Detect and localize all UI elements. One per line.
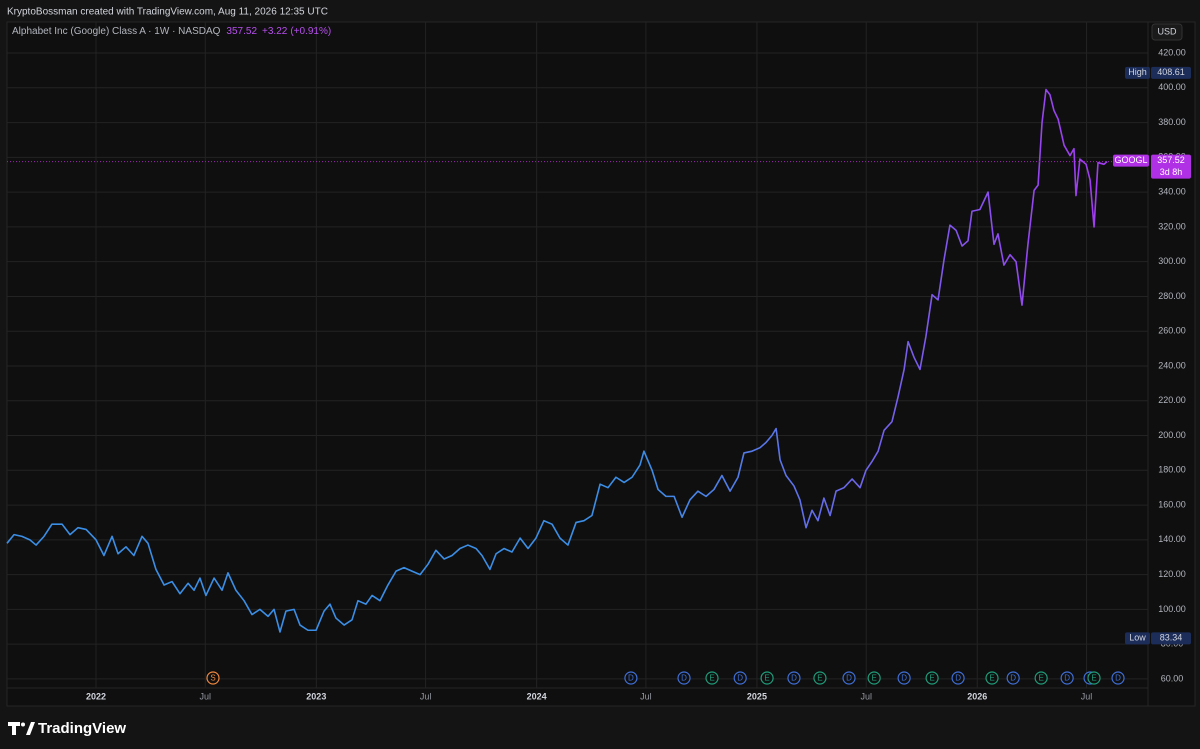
event-label[interactable]: D <box>901 674 907 683</box>
price-box <box>1151 154 1191 179</box>
change-pct: (+0.91%) <box>290 26 331 37</box>
event-marker[interactable] <box>951 671 965 685</box>
y-tick-label: 280.00 <box>1158 291 1186 301</box>
low-tag-box <box>1125 632 1150 645</box>
event-label[interactable]: D <box>1010 674 1016 683</box>
y-tick-label: 240.00 <box>1158 360 1186 370</box>
y-tick-label: 200.00 <box>1158 430 1186 440</box>
event-marker[interactable] <box>705 671 719 685</box>
x-tick-label: Jul <box>1081 691 1093 701</box>
brand-logo <box>8 722 35 735</box>
high-tag-box <box>1125 66 1150 79</box>
event-label[interactable]: D <box>955 674 961 683</box>
change: +3.22 <box>262 26 288 37</box>
y-tick-label: 100.00 <box>1158 604 1186 614</box>
currency-box[interactable] <box>1151 23 1183 41</box>
x-tick-label: Jul <box>640 691 652 701</box>
event-marker[interactable] <box>206 671 220 685</box>
y-tick-label: 320.00 <box>1158 221 1186 231</box>
price-line <box>6 88 1108 633</box>
y-tick-label: 400.00 <box>1158 82 1186 92</box>
event-marker[interactable] <box>1006 671 1020 685</box>
brand: TradingView <box>38 720 126 737</box>
x-tick-label: 2026 <box>967 691 987 701</box>
event-label[interactable]: E <box>1091 674 1096 683</box>
high-tag: High <box>1128 67 1147 77</box>
y-tick-label: 340.00 <box>1158 186 1186 196</box>
plot-area: SDDEDEDEDEDEDEDEDDED <box>6 88 1148 685</box>
event-marker[interactable] <box>925 671 939 685</box>
y-tick-label: 140.00 <box>1158 534 1186 544</box>
y-tick-label: 380.00 <box>1158 117 1186 127</box>
event-marker[interactable] <box>1087 671 1101 685</box>
event-label[interactable]: D <box>681 674 687 683</box>
low-value: 83.34 <box>1160 633 1183 643</box>
last-price: 357.52 <box>226 26 257 37</box>
symbol-title: Alphabet Inc (Google) Class A · 1W · NAS… <box>12 26 331 37</box>
event-marker[interactable] <box>842 671 856 685</box>
x-tick-label: Jul <box>200 691 212 701</box>
event-label[interactable]: D <box>737 674 743 683</box>
event-marker[interactable] <box>760 671 774 685</box>
event-marker[interactable] <box>733 671 747 685</box>
y-tick-label: 180.00 <box>1158 465 1186 475</box>
y-tick-label: 260.00 <box>1158 326 1186 336</box>
low-tag: Low <box>1129 633 1146 643</box>
symbol-box <box>1113 154 1149 167</box>
event-marker[interactable] <box>677 671 691 685</box>
event-marker[interactable] <box>624 671 638 685</box>
y-tick-label: 160.00 <box>1158 499 1186 509</box>
y-tick-label: 220.00 <box>1158 395 1186 405</box>
currency[interactable]: USD <box>1157 26 1177 36</box>
x-tick-label: 2025 <box>747 691 767 701</box>
y-tick-label: 420.00 <box>1158 47 1186 57</box>
event-label[interactable]: E <box>817 674 822 683</box>
low-value-box <box>1151 632 1191 645</box>
event-label[interactable]: S <box>210 674 215 683</box>
event-label[interactable]: D <box>1115 674 1121 683</box>
x-tick-label: 2022 <box>86 691 106 701</box>
event-label[interactable]: E <box>929 674 934 683</box>
high-value-box <box>1151 66 1191 79</box>
event-label[interactable]: E <box>1038 674 1043 683</box>
x-tick-label: Jul <box>860 691 872 701</box>
event-label[interactable]: E <box>989 674 994 683</box>
y-tick-label: 60.00 <box>1161 673 1184 683</box>
event-marker[interactable] <box>867 671 881 685</box>
event-label[interactable]: D <box>1064 674 1070 683</box>
event-label[interactable]: E <box>871 674 876 683</box>
event-label[interactable]: D <box>628 674 634 683</box>
event-marker[interactable] <box>1034 671 1048 685</box>
price-label: 357.52 <box>1157 155 1185 165</box>
event-marker[interactable] <box>985 671 999 685</box>
event-marker[interactable] <box>813 671 827 685</box>
x-tick-label: 2024 <box>527 691 547 701</box>
event-marker[interactable] <box>1111 671 1125 685</box>
x-tick-label: Jul <box>420 691 432 701</box>
event-marker[interactable] <box>897 671 911 685</box>
event-marker[interactable] <box>1060 671 1074 685</box>
y-tick-label: 120.00 <box>1158 569 1186 579</box>
grid <box>7 22 1148 688</box>
event-label[interactable]: E <box>764 674 769 683</box>
event-label[interactable]: D <box>791 674 797 683</box>
event-label[interactable]: D <box>846 674 852 683</box>
countdown: 3d 8h <box>1160 167 1183 177</box>
chart-panel <box>6 21 1196 707</box>
high-value: 408.61 <box>1157 67 1185 77</box>
axes: 60.0080.00100.00120.00140.00160.00180.00… <box>86 47 1191 701</box>
event-marker[interactable] <box>787 671 801 685</box>
title: Alphabet Inc (Google) Class A · 1W · NAS… <box>12 26 221 37</box>
y-tick-label: 300.00 <box>1158 256 1186 266</box>
event-label[interactable]: E <box>709 674 714 683</box>
symbol-label: GOOGL <box>1114 155 1147 165</box>
credit: KryptoBossman created with TradingView.c… <box>7 7 328 18</box>
x-tick-label: 2023 <box>306 691 326 701</box>
